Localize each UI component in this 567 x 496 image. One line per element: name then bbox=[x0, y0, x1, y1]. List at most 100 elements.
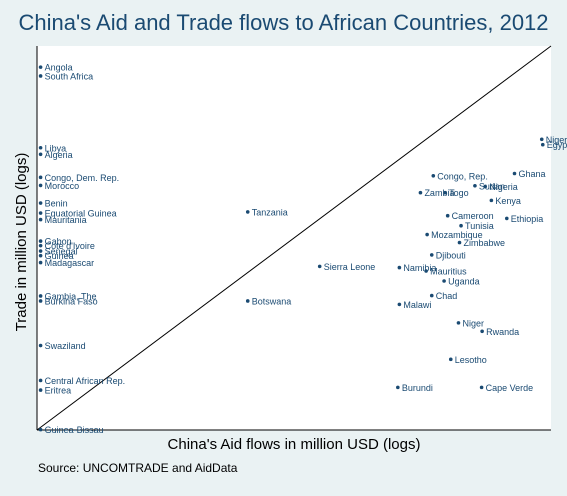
data-point bbox=[38, 253, 43, 258]
data-point bbox=[397, 302, 402, 307]
data-point bbox=[38, 201, 43, 205]
source-note: Source: UNCOMTRADE and AidData bbox=[38, 461, 238, 475]
data-point-label: Sierra Leone bbox=[324, 262, 376, 272]
data-point bbox=[38, 249, 43, 253]
data-point-label: Central African Rep. bbox=[45, 376, 126, 386]
data-point-label: Cameroon bbox=[452, 211, 494, 221]
data-point-label: Rwanda bbox=[486, 327, 519, 337]
data-point-label: Tanzania bbox=[252, 207, 288, 217]
data-point-label: Lesotho bbox=[455, 355, 487, 365]
data-point bbox=[448, 357, 453, 362]
data-point-label: Swaziland bbox=[45, 341, 86, 351]
data-point bbox=[396, 385, 400, 390]
data-point bbox=[245, 210, 250, 214]
data-point bbox=[38, 299, 43, 303]
data-point-label: Burkina Faso bbox=[45, 296, 98, 306]
data-point-label: Mauritius bbox=[430, 267, 467, 277]
data-point-label: Eritrea bbox=[45, 386, 72, 396]
reference-line bbox=[36, 45, 552, 431]
data-point-label: Ethiopia bbox=[511, 214, 544, 224]
data-point-label: Zimbabwe bbox=[464, 238, 506, 248]
data-point bbox=[429, 253, 434, 257]
data-point bbox=[539, 137, 544, 142]
data-point bbox=[397, 265, 402, 270]
data-point bbox=[445, 213, 450, 218]
data-point bbox=[38, 65, 43, 69]
data-point bbox=[38, 145, 43, 150]
data-point-label: Uganda bbox=[448, 277, 480, 287]
data-point-label: Gabon bbox=[45, 237, 72, 247]
data-point-label: Egypt bbox=[547, 140, 567, 150]
data-point bbox=[480, 329, 484, 334]
data-point bbox=[38, 211, 43, 215]
data-point-label: Tunisia bbox=[465, 221, 494, 231]
data-point bbox=[38, 343, 43, 348]
data-point bbox=[38, 388, 43, 392]
data-point-label: Malawi bbox=[403, 300, 431, 310]
data-point bbox=[443, 190, 447, 195]
data-point bbox=[442, 279, 446, 283]
data-point-label: Niger bbox=[462, 318, 484, 328]
data-point bbox=[457, 240, 462, 245]
data-point bbox=[38, 260, 43, 265]
data-point bbox=[512, 171, 517, 176]
data-point-label: Morocco bbox=[45, 181, 80, 191]
data-point-label: Nigeria bbox=[489, 182, 518, 192]
data-point bbox=[245, 299, 250, 303]
data-point bbox=[456, 321, 461, 325]
data-point-label: Togo bbox=[449, 188, 469, 198]
data-point bbox=[425, 232, 429, 237]
data-point-label: Benin bbox=[45, 199, 68, 209]
data-point-label: Guinea bbox=[45, 251, 74, 261]
data-point-label: Botswana bbox=[252, 296, 292, 306]
data-point bbox=[540, 142, 545, 147]
data-point-label: Mauritania bbox=[45, 215, 87, 225]
data-point-label: South Africa bbox=[45, 71, 94, 81]
data-point-label: Libya bbox=[45, 143, 67, 153]
data-point bbox=[489, 198, 494, 203]
data-point-label: Sudan bbox=[479, 181, 505, 191]
data-point bbox=[38, 152, 43, 157]
data-point-label: Gambia, The bbox=[45, 291, 97, 301]
data-point bbox=[38, 294, 43, 298]
data-point bbox=[38, 243, 43, 248]
data-point bbox=[424, 269, 428, 273]
data-point-label: Zambia bbox=[424, 188, 454, 198]
y-axis-label: Trade in million USD (logs) bbox=[13, 153, 30, 332]
data-point-label: Angola bbox=[45, 63, 73, 73]
data-point-label: Namibia bbox=[403, 263, 436, 273]
data-point bbox=[459, 223, 463, 228]
data-point bbox=[38, 74, 43, 78]
data-point bbox=[38, 427, 43, 432]
data-point-label: Djibouti bbox=[436, 250, 466, 260]
data-point-label: Guinea-Bissau bbox=[45, 425, 104, 435]
data-point-label: Algeria bbox=[45, 150, 73, 160]
data-point-label: Cote d'Ivoire bbox=[45, 241, 95, 251]
x-axis-label: China's Aid flows in million USD (logs) bbox=[168, 436, 421, 453]
data-point bbox=[473, 183, 477, 188]
data-point-label: Congo, Dem. Rep. bbox=[45, 173, 120, 183]
data-point-label: Mozambique bbox=[431, 230, 483, 240]
data-point bbox=[483, 184, 488, 189]
data-point bbox=[38, 175, 43, 180]
data-point bbox=[431, 173, 436, 178]
data-point-label: Congo, Rep. bbox=[437, 171, 488, 181]
data-point-label: Niger bbox=[546, 135, 567, 145]
data-point-label: Ghana bbox=[519, 169, 546, 179]
data-point bbox=[479, 385, 484, 390]
data-point-label: Madagascar bbox=[45, 258, 95, 268]
data-point-label: Senegal bbox=[45, 247, 78, 257]
chart-title: China's Aid and Trade flows to African C… bbox=[18, 10, 549, 35]
data-point bbox=[429, 293, 434, 298]
data-point-label: Equatorial Guinea bbox=[45, 209, 117, 219]
data-point bbox=[38, 239, 43, 243]
data-point-label: Cape Verde bbox=[486, 383, 534, 393]
data-point-label: Chad bbox=[436, 291, 458, 301]
data-point bbox=[38, 217, 43, 222]
data-point bbox=[504, 216, 509, 221]
data-point bbox=[317, 264, 322, 269]
data-point bbox=[38, 183, 43, 188]
data-point-label: Burundi bbox=[402, 383, 433, 393]
